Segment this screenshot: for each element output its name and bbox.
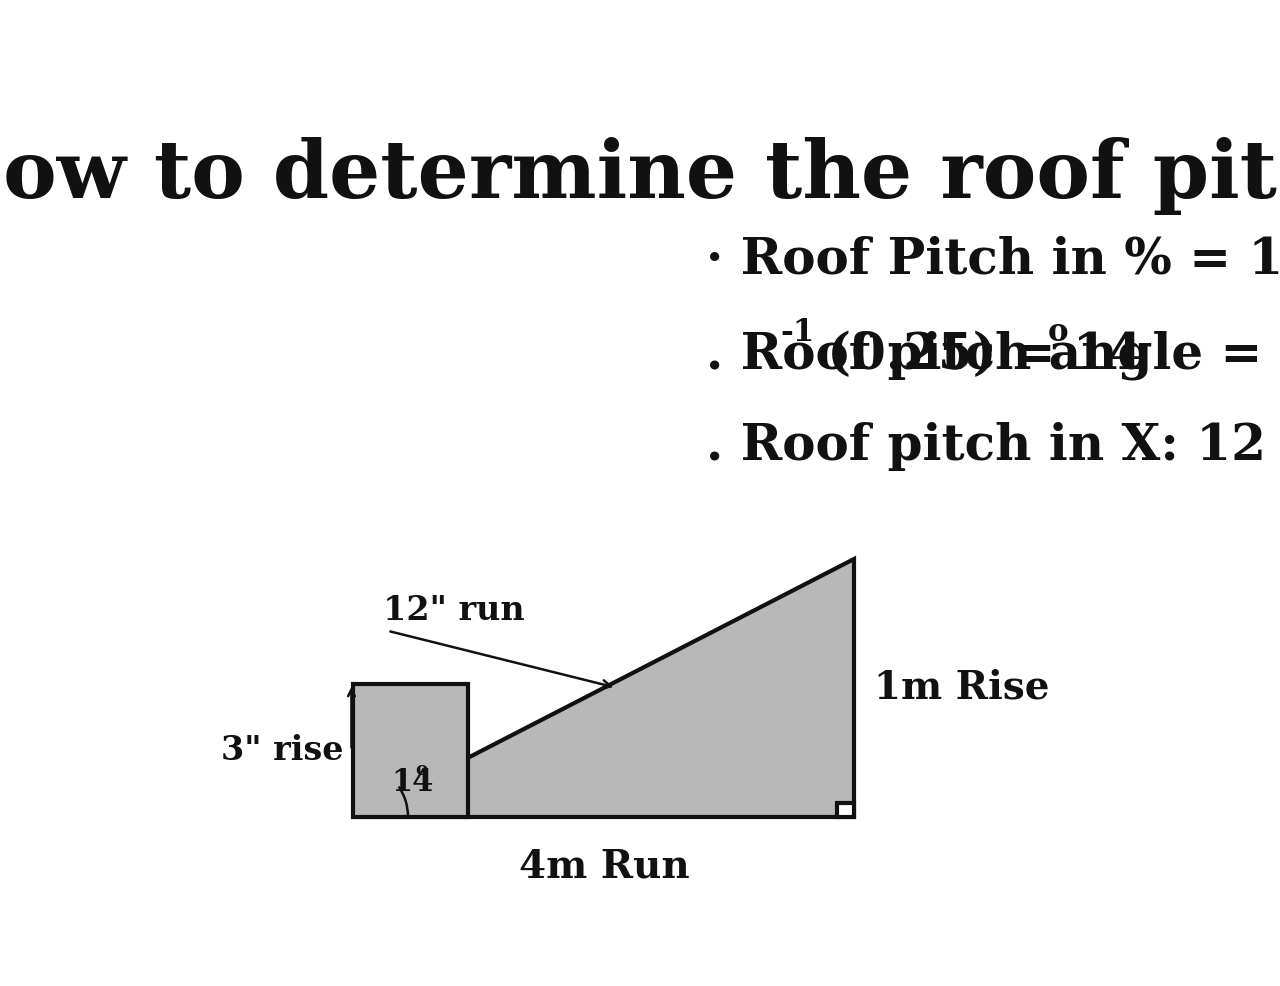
Text: o: o [415, 761, 428, 779]
Text: 4m Run: 4m Run [518, 847, 689, 885]
Text: 12" run: 12" run [383, 594, 525, 627]
Text: -1: -1 [780, 317, 814, 348]
Text: (0.25) = 14: (0.25) = 14 [810, 331, 1142, 380]
Text: How to determine the roof pitch: How to determine the roof pitch [0, 137, 1280, 215]
Text: 14: 14 [392, 767, 434, 798]
Text: 1m Rise: 1m Rise [874, 669, 1050, 707]
Polygon shape [837, 804, 855, 816]
Text: · Roof Pitch in % = 1/4 = 25%: · Roof Pitch in % = 1/4 = 25% [705, 236, 1280, 285]
Text: 3" rise: 3" rise [221, 734, 343, 767]
Polygon shape [353, 559, 855, 816]
Text: o: o [1048, 317, 1069, 348]
Polygon shape [353, 684, 467, 816]
Text: . Roof pitch in X: 12 = 0.25 × 12 = 3, 3/12: . Roof pitch in X: 12 = 0.25 × 12 = 3, 3… [705, 422, 1280, 471]
Text: . Roof pitch angle = tan: . Roof pitch angle = tan [705, 331, 1280, 381]
